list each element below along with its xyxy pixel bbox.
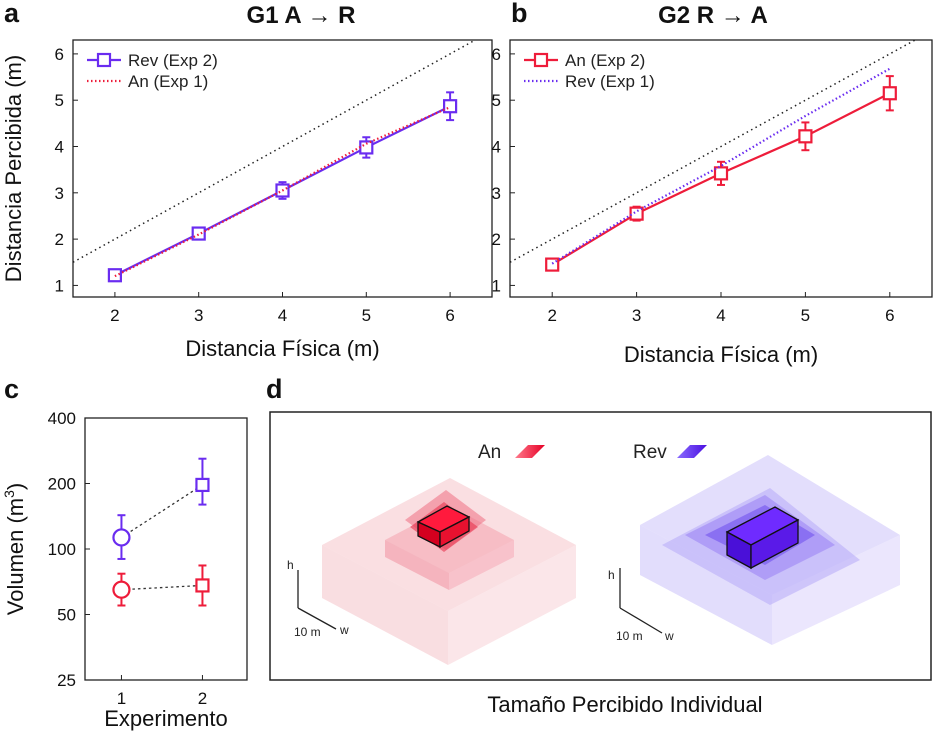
chart-c: 1 2 25 50 100 200 400 Experimento Volumen (m3) (1, 409, 248, 731)
y-tick-label: 2 (55, 230, 64, 249)
axis-h-label-right: h (608, 568, 615, 582)
series-line-dotted (114, 106, 451, 278)
legend-an-label: An (478, 442, 501, 463)
data-point-circle (112, 580, 131, 599)
x-tick-label: 6 (885, 306, 894, 325)
data-point-square (191, 226, 206, 241)
x-tick-label: 2 (547, 306, 556, 325)
x-tick-label: 4 (278, 306, 287, 325)
data-point-square (545, 257, 560, 272)
y-tick-label: 2 (492, 230, 501, 249)
x-tick-label: 2 (110, 306, 119, 325)
an-box-mid-right-face (449, 540, 514, 590)
x-tick-label: 1 (117, 689, 126, 708)
legend-rev-swatch (677, 445, 707, 458)
panel-d-illustration: An Rev h w 10 m h w 10 m Tamaño Percibid… (269, 411, 932, 717)
y-tick-label: 5 (55, 91, 64, 110)
axis-w-label-left: w (339, 623, 349, 637)
legend-rev-label: Rev (633, 442, 667, 463)
scale-label-right: 10 m (616, 629, 643, 643)
y-tick-label: 6 (55, 45, 64, 64)
scale-label-left: 10 m (294, 625, 321, 639)
legend-marker (533, 52, 549, 68)
connector-dotted (121, 584, 203, 591)
legend-label: Rev (Exp 2) (128, 51, 218, 70)
y-tick-label: 25 (57, 671, 76, 690)
rev-volume-stack (640, 455, 900, 645)
y-tick-label: 6 (492, 45, 501, 64)
an-box-outer-left-face (322, 545, 448, 665)
panel-a-letter: a (4, 0, 20, 28)
x-tick-label: 3 (632, 306, 641, 325)
series-line-dotted (551, 67, 891, 265)
identity-reference-line (509, 39, 916, 263)
y-tick-label: 3 (55, 184, 64, 203)
legend-label: Rev (Exp 1) (565, 72, 655, 91)
x-tick-label: 4 (716, 306, 725, 325)
y-tick-label: 200 (48, 475, 76, 494)
panel-b-title: G2 R → A (658, 2, 768, 29)
an-box-outer-right-face (448, 545, 576, 665)
y-tick-label: 4 (55, 138, 64, 157)
y-tick-label: 4 (492, 138, 501, 157)
legend-marker (96, 52, 112, 68)
data-point-square (195, 477, 210, 493)
panel-d-letter: d (266, 374, 283, 404)
data-point-square (195, 578, 210, 593)
y-tick-label: 5 (492, 91, 501, 110)
data-point-circle (112, 528, 131, 547)
an-box-core-right-face (439, 515, 470, 549)
panel-d-caption: Tamaño Percibido Individual (487, 692, 762, 717)
x-tick-label: 2 (198, 689, 207, 708)
y-tick-label: 3 (492, 184, 501, 203)
rev-box-core-right-face (750, 518, 799, 570)
x-tick-label: 6 (445, 306, 454, 325)
y-tick-label: 50 (57, 606, 76, 625)
plot-frame (84, 417, 248, 681)
y-tick-label: 100 (48, 540, 76, 559)
legend-label: An (Exp 2) (565, 51, 645, 70)
data-point-square (443, 99, 458, 114)
x-tick-label: 3 (194, 306, 203, 325)
x-axis-label: Experimento (104, 706, 228, 731)
y-tick-label: 400 (48, 409, 76, 428)
data-point-square (798, 129, 813, 144)
an-volume-stack (322, 478, 576, 665)
legend-an-swatch (515, 445, 545, 458)
axes-glyph-right: h w 10 m (608, 568, 674, 643)
y-tick-label: 1 (492, 276, 501, 295)
an-box-mid-left-face (385, 540, 449, 590)
panel-a-title: G1 A → R (247, 2, 356, 29)
chart-a: 2 3 4 5 6 1 2 3 4 5 6 Distancia Física (m) Distancia… (1, 39, 493, 361)
y-axis-label: Distancia Percibida (m) (1, 55, 26, 282)
x-axis-label: Distancia Física (m) (185, 336, 379, 361)
panel-c-letter: c (4, 374, 19, 404)
x-tick-label: 5 (801, 306, 810, 325)
x-tick-label: 5 (362, 306, 371, 325)
data-point-square (629, 206, 644, 221)
data-point-square (713, 166, 729, 181)
connector-dotted (121, 484, 203, 538)
data-point-square (882, 86, 897, 101)
axis-h-label-left: h (287, 558, 294, 572)
y-tick-label: 1 (55, 276, 64, 295)
axes-glyph-left: h w 10 m (287, 558, 349, 639)
x-axis-label: Distancia Física (m) (624, 342, 818, 367)
legend-label: An (Exp 1) (128, 72, 208, 91)
rev-box-outer-left-face (640, 525, 772, 645)
axis-w-label-right: w (664, 629, 674, 643)
panel-b-letter: b (511, 0, 528, 28)
chart-b: 2 3 4 5 6 1 2 3 4 5 6 Distancia Física (m) An (Exp 2… (492, 39, 933, 367)
y-axis-label: Volumen (m3) (1, 483, 28, 616)
panel-d-frame (269, 411, 932, 681)
rev-box-outer-right-face (772, 535, 900, 645)
